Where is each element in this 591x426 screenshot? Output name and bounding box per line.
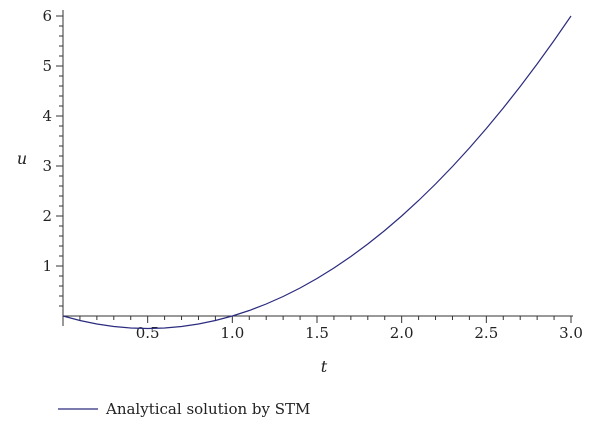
plot-area xyxy=(62,15,572,330)
x-tick-label: 1.5 xyxy=(305,324,329,342)
x-tick-label: 0.5 xyxy=(136,324,160,342)
x-tick-label: 1.0 xyxy=(220,324,244,342)
y-tick-label: 1 xyxy=(42,257,52,275)
legend-label: Analytical solution by STM xyxy=(105,400,310,418)
y-tick-label: 4 xyxy=(42,107,52,125)
y-tick-label: 2 xyxy=(42,207,52,225)
y-tick-label: 3 xyxy=(42,157,52,175)
x-tick-label: 2.0 xyxy=(390,324,414,342)
series-line xyxy=(62,15,572,330)
y-tick-label: 6 xyxy=(42,7,52,25)
y-tick-label: 5 xyxy=(42,57,52,75)
x-axis-label: t xyxy=(321,357,328,376)
ticks: 0.5 1.0 1.5 2.0 2.5 3.0 1 2 3 4 5 6 xyxy=(42,7,582,342)
x-tick-label: 3.0 xyxy=(559,324,583,342)
legend: Analytical solution by STM xyxy=(58,400,310,418)
y-axis-label: u xyxy=(17,149,27,168)
x-tick-label: 2.5 xyxy=(474,324,498,342)
axes xyxy=(62,10,573,326)
